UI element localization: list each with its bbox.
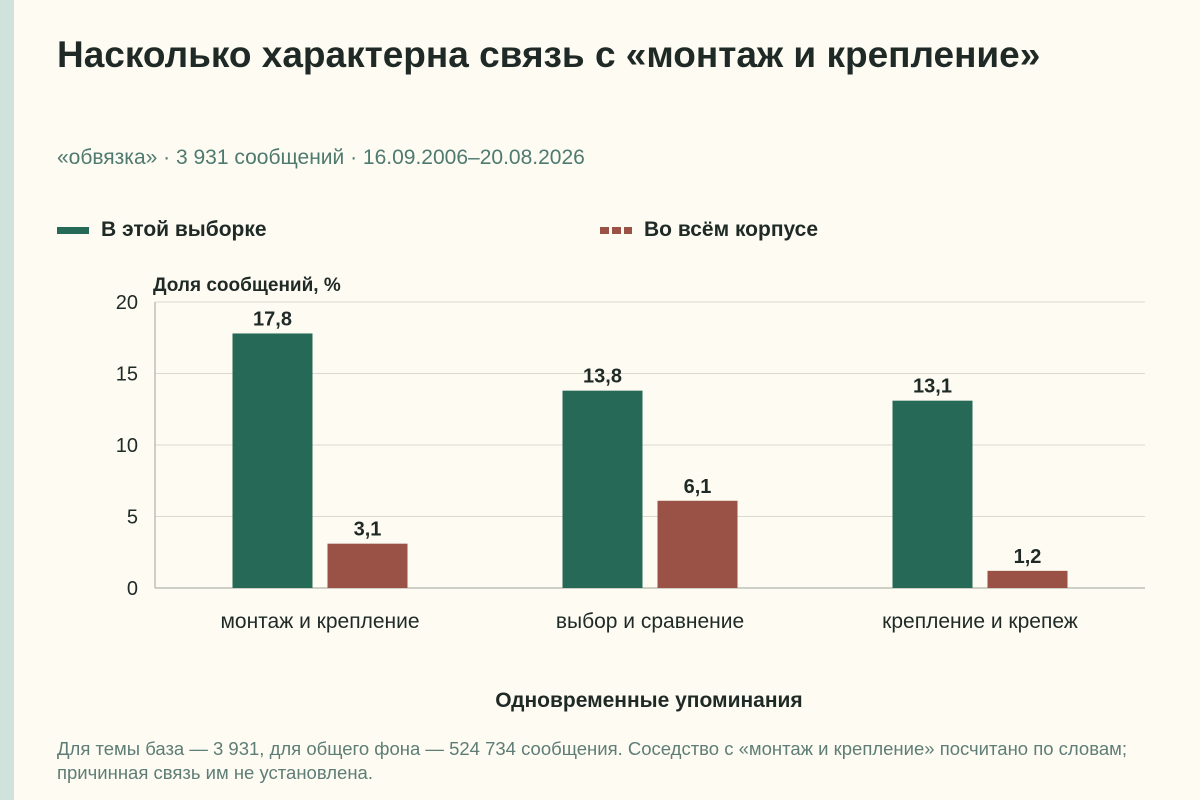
- legend-swatch-sample: [57, 226, 89, 234]
- y-tick-label: 5: [127, 507, 138, 529]
- bar-value-label: 17,8: [253, 308, 292, 330]
- bar-value-label: 3,1: [354, 519, 382, 541]
- x-axis-label: Одновременные упоминания: [495, 689, 802, 712]
- chart-subtitle: «обвязка» · 3 931 сообщений · 16.09.2006…: [57, 146, 585, 169]
- y-tick-label: 15: [116, 364, 138, 386]
- legend-label-corpus: Во всём корпусе: [644, 218, 819, 241]
- bar-value-label: 13,8: [583, 366, 622, 388]
- bar: [892, 400, 973, 588]
- bar: [327, 543, 408, 588]
- bar-value-label: 1,2: [1014, 546, 1042, 568]
- bar-value-label: 6,1: [684, 476, 712, 498]
- footnote: Для темы база — 3 931, для общего фона —…: [57, 738, 1127, 783]
- legend-item-corpus: Во всём корпусе: [600, 218, 818, 242]
- y-tick-label: 20: [116, 292, 138, 314]
- y-tick-label: 10: [116, 435, 138, 457]
- bar-value-label: 13,1: [913, 376, 952, 398]
- bar: [232, 333, 313, 588]
- bar: [987, 570, 1068, 588]
- legend-label-sample: В этой выборке: [101, 218, 267, 241]
- x-category-label: выбор и сравнение: [556, 610, 744, 633]
- left-accent-strip: [0, 0, 14, 800]
- x-category-label: крепление и крепеж: [882, 610, 1078, 633]
- chart-title: Насколько характерна связь с «монтаж и к…: [57, 34, 1041, 75]
- legend-item-sample: В этой выборке: [57, 218, 267, 242]
- bar: [562, 390, 643, 588]
- bar: [657, 500, 738, 588]
- y-axis-label: Доля сообщений, %: [153, 275, 341, 296]
- legend-swatch-corpus: [600, 226, 632, 234]
- x-category-label: монтаж и крепление: [220, 610, 419, 633]
- y-tick-label: 0: [127, 578, 138, 600]
